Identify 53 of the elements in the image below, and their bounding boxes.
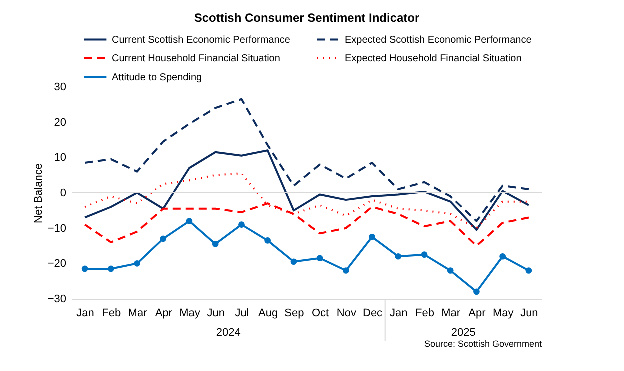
x-tick-label: Jul bbox=[235, 308, 250, 320]
y-tick-label: −30 bbox=[48, 294, 66, 306]
source-note: Source: Scottish Government bbox=[424, 339, 542, 349]
x-tick-label: Dec bbox=[362, 308, 384, 320]
x-tick-label: Nov bbox=[336, 308, 357, 320]
point bbox=[395, 253, 402, 260]
point bbox=[526, 268, 532, 274]
legend-label: Current Scottish Economic Performance bbox=[112, 34, 291, 46]
x-tick-label: May bbox=[492, 308, 514, 320]
chart-title: Scottish Consumer Sentiment Indicator bbox=[194, 11, 420, 25]
point bbox=[369, 234, 376, 240]
y-tick-label: 0 bbox=[60, 188, 66, 200]
point bbox=[134, 260, 140, 267]
x-tick-label: Jun bbox=[207, 308, 225, 320]
point bbox=[474, 288, 480, 296]
point bbox=[421, 252, 428, 258]
legend-label: Expected Scottish Economic Performance bbox=[345, 34, 532, 46]
x-tick-label: Jan bbox=[390, 308, 408, 320]
point bbox=[238, 222, 245, 228]
y-tick-label: 10 bbox=[54, 152, 66, 164]
point bbox=[290, 258, 298, 266]
x-tick-label: Apr bbox=[155, 308, 173, 320]
legend-label: Attitude to Spending bbox=[112, 72, 202, 84]
x-tick-label: Jan bbox=[76, 308, 94, 320]
x-tick-label: Jun bbox=[520, 308, 538, 320]
text: 2024 bbox=[216, 327, 241, 339]
x-tick-label: Oct bbox=[312, 308, 330, 320]
point bbox=[108, 266, 114, 272]
y-tick-label: −20 bbox=[48, 258, 66, 270]
point bbox=[316, 255, 324, 262]
x-tick-label: Sep bbox=[284, 308, 304, 320]
x-tick-label: Apr bbox=[468, 308, 486, 320]
point bbox=[212, 241, 219, 248]
x-tick-label: Feb bbox=[416, 308, 434, 320]
point bbox=[343, 268, 350, 274]
point bbox=[82, 266, 88, 272]
legend-label: Expected Household Financial Situation bbox=[345, 54, 522, 64]
point bbox=[500, 253, 506, 260]
legend-label: Current Household Financial Situation bbox=[112, 54, 280, 64]
point bbox=[264, 238, 271, 244]
point bbox=[160, 236, 167, 242]
y-tick-label: 20 bbox=[54, 116, 66, 129]
point bbox=[186, 218, 193, 224]
y-tick-label: −10 bbox=[48, 222, 66, 235]
text: 2025 bbox=[451, 327, 476, 339]
y-tick-label: 30 bbox=[54, 82, 66, 94]
y-axis-title: Net Balance bbox=[32, 164, 45, 224]
x-tick-label: Feb bbox=[102, 308, 122, 320]
x-tick-label: Aug bbox=[258, 308, 278, 320]
x-tick-label: Mar bbox=[128, 308, 148, 320]
x-tick-label: Mar bbox=[442, 308, 461, 320]
point bbox=[447, 268, 454, 274]
x-tick-label: May bbox=[180, 308, 201, 320]
